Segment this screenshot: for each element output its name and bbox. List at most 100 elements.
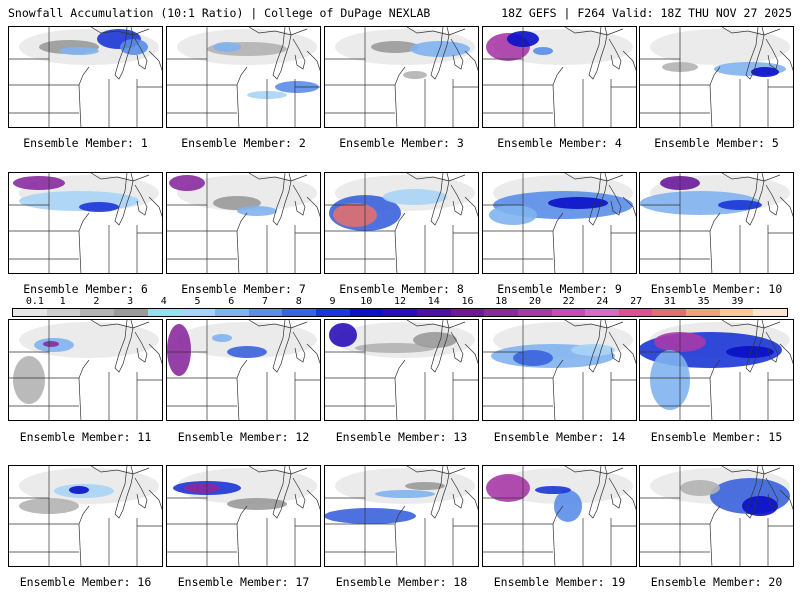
state-border — [394, 230, 398, 273]
lake-outline — [430, 466, 450, 519]
map-boundaries — [483, 27, 636, 127]
lake-outline — [306, 489, 320, 511]
map-boundaries — [9, 27, 162, 127]
lake-outline — [622, 489, 636, 511]
snowfall-contour — [571, 344, 615, 356]
snowfall-contour — [726, 346, 774, 358]
trace-snow-area — [177, 468, 317, 504]
snowfall-contour — [79, 202, 119, 212]
lake-outline — [306, 196, 320, 218]
legend-swatch — [80, 309, 114, 316]
lake-outline — [745, 466, 765, 519]
state-border — [552, 523, 556, 566]
legend-swatch — [282, 309, 316, 316]
snowfall-contour — [535, 486, 571, 494]
lake-outline — [608, 38, 622, 70]
lake-outline — [90, 466, 150, 475]
lake-outline — [464, 343, 478, 365]
lake-outline — [114, 320, 134, 373]
legend-swatch — [248, 309, 283, 316]
snowfall-map — [9, 466, 162, 566]
ensemble-map-panel — [324, 172, 479, 274]
lake-outline — [564, 173, 624, 182]
ensemble-map-panel — [8, 172, 163, 274]
ensemble-map-panel — [482, 319, 637, 421]
lake-outline — [464, 50, 478, 72]
legend-label: 39 — [731, 296, 744, 307]
state-border — [709, 84, 713, 127]
lake-outline — [564, 466, 624, 475]
ensemble-member-label: Ensemble Member: 19 — [493, 575, 626, 589]
legend-label: 8 — [295, 296, 302, 307]
map-boundaries — [9, 320, 162, 420]
snowfall-contour — [213, 42, 241, 52]
lake-outline — [765, 331, 779, 363]
lake-outline — [406, 27, 466, 36]
lake-outline — [272, 27, 292, 80]
ensemble-map-panel — [324, 26, 479, 128]
lake-outline — [430, 320, 450, 373]
lake-outline — [564, 27, 624, 36]
lake-outline — [148, 196, 162, 218]
legend-swatch — [181, 309, 215, 316]
ensemble-map-panel — [166, 319, 321, 421]
lake-outline — [779, 489, 793, 511]
snowfall-contour — [167, 324, 191, 376]
ensemble-member-label: Ensemble Member: 18 — [335, 575, 468, 589]
lake-outline — [608, 331, 622, 363]
legend-swatch — [618, 309, 653, 316]
snowfall-color-legend — [12, 308, 788, 317]
snowfall-contour — [405, 482, 445, 490]
legend-swatch — [484, 309, 518, 316]
ensemble-map-panel — [639, 319, 794, 421]
ensemble-member-label: Ensemble Member: 16 — [19, 575, 152, 589]
ensemble-map-panel — [324, 465, 479, 567]
lake-outline — [765, 38, 779, 70]
snowfall-map — [167, 27, 320, 127]
legend-label: 27 — [630, 296, 643, 307]
legend-label: 20 — [528, 296, 541, 307]
ensemble-member-label: Ensemble Member: 8 — [339, 282, 464, 296]
legend-label: 22 — [562, 296, 575, 307]
lake-outline — [114, 173, 134, 226]
lake-outline — [588, 320, 608, 373]
lake-outline — [148, 343, 162, 365]
lake-outline — [464, 196, 478, 218]
lake-outline — [622, 50, 636, 72]
state-border — [394, 523, 398, 566]
lake-outline — [745, 320, 765, 373]
map-boundaries — [640, 173, 793, 273]
snowfall-map — [483, 466, 636, 566]
legend-swatch — [719, 309, 754, 316]
lake-outline — [134, 477, 148, 509]
lake-outline — [306, 343, 320, 365]
map-boundaries — [167, 27, 320, 127]
legend-swatch — [46, 309, 81, 316]
map-boundaries — [167, 320, 320, 420]
lake-outline — [248, 320, 308, 329]
ensemble-map-panel — [8, 465, 163, 567]
lake-outline — [721, 27, 781, 36]
trace-snow-area — [493, 468, 633, 504]
ensemble-member-label: Ensemble Member: 10 — [650, 282, 783, 296]
legend-swatch — [686, 309, 720, 316]
trace-snow-area — [650, 29, 790, 65]
snowfall-contour — [486, 474, 530, 502]
lake-outline — [114, 27, 134, 80]
legend-label: 35 — [697, 296, 710, 307]
lake-outline — [134, 184, 148, 216]
ensemble-map-panel — [482, 26, 637, 128]
snowfall-contour — [355, 343, 435, 353]
ensemble-member-label: Ensemble Member: 7 — [181, 282, 306, 296]
ensemble-member-label: Ensemble Member: 12 — [177, 430, 310, 444]
snowfall-contour — [69, 486, 89, 494]
snowfall-map — [325, 173, 478, 273]
snowfall-contour — [59, 47, 99, 55]
lake-outline — [608, 477, 622, 509]
snowfall-contour — [554, 490, 582, 522]
map-boundaries — [167, 466, 320, 566]
snowfall-contour — [227, 346, 267, 358]
legend-label: 5 — [194, 296, 201, 307]
legend-swatch — [517, 309, 552, 316]
lake-outline — [721, 320, 781, 329]
